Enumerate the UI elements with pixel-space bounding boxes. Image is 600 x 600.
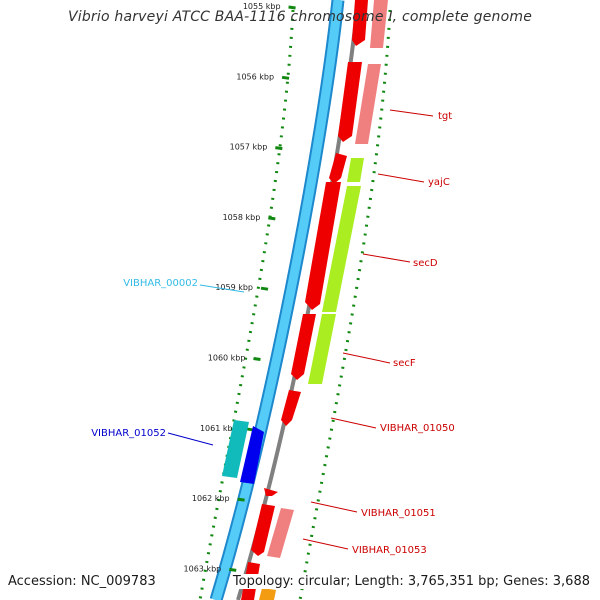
gene-block-teal[interactable] bbox=[222, 420, 249, 478]
scale-tick-mark bbox=[260, 286, 269, 291]
feature-label-vibhar-01051[interactable]: VIBHAR_01051 bbox=[361, 508, 436, 519]
cds-block-light[interactable] bbox=[267, 508, 294, 558]
inner-dotted-ring bbox=[298, 9, 392, 600]
scale-tick-mark bbox=[229, 567, 237, 572]
feature-label-secd[interactable]: secD bbox=[413, 258, 438, 269]
scale-tick-label: 1055 kbp bbox=[243, 2, 281, 11]
gene-arrow-blue[interactable] bbox=[240, 426, 264, 484]
scale-tick-label: 1063 kbp bbox=[184, 564, 222, 573]
cds-arrow[interactable] bbox=[281, 390, 301, 426]
cds-arrow[interactable] bbox=[251, 504, 275, 556]
scale-tick-label: 1060 kbp bbox=[208, 354, 246, 363]
feature-leader-lines bbox=[167, 109, 434, 550]
accession-text: Accession: NC_009783 bbox=[8, 574, 156, 589]
cds-block-light[interactable] bbox=[355, 64, 381, 144]
feature-label-yajc[interactable]: yajC bbox=[428, 177, 450, 188]
chromosome-backbone-fill bbox=[211, 0, 343, 600]
cds-arrow[interactable] bbox=[338, 62, 362, 142]
genome-summary-text: Topology: circular; Length: 3,765,351 bp… bbox=[232, 574, 590, 589]
feature-label-secf[interactable]: secF bbox=[393, 358, 416, 369]
scale-tick-mark bbox=[253, 357, 261, 361]
cds-arrow[interactable] bbox=[264, 488, 278, 496]
gene-block-green[interactable] bbox=[322, 186, 361, 312]
scale-tick-mark bbox=[281, 75, 290, 80]
scale-tick-mark bbox=[288, 5, 296, 10]
cds-arrow[interactable] bbox=[291, 314, 316, 380]
inner-track-line bbox=[236, 0, 360, 600]
feature-label-vibhar-00002[interactable]: VIBHAR_00002 bbox=[123, 278, 198, 289]
feature-label-vibhar-01052[interactable]: VIBHAR_01052 bbox=[91, 428, 166, 439]
scale-tick-label: 1058 kbp bbox=[223, 213, 261, 222]
scale-tick-label: 1056 kbp bbox=[236, 72, 274, 81]
scale-ticks: 1055 kbp 1056 kbp 1057 kbp 1058 kbp 1059 kbp… bbox=[184, 2, 296, 573]
scale-tick-mark bbox=[237, 497, 245, 502]
gene-block-orange[interactable] bbox=[259, 588, 276, 600]
outer-dotted-ring bbox=[198, 9, 295, 600]
gene-block-green[interactable] bbox=[308, 314, 336, 384]
scale-tick-mark bbox=[268, 216, 276, 221]
scale-tick-label: 1062 kbp bbox=[192, 494, 230, 503]
map-title: Vibrio harveyi ATCC BAA-1116 chromosome … bbox=[67, 9, 533, 25]
feature-track bbox=[222, 0, 388, 600]
gene-block-green[interactable] bbox=[347, 158, 364, 182]
scale-tick-label: 1057 kbp bbox=[230, 143, 268, 152]
scale-tick-label: 1059 kbp bbox=[215, 283, 253, 292]
cds-arrow[interactable] bbox=[305, 182, 341, 310]
feature-label-tgt[interactable]: tgt bbox=[438, 111, 452, 122]
cds-block-light[interactable] bbox=[370, 0, 388, 48]
scale-tick-mark bbox=[275, 146, 283, 151]
feature-label-vibhar-01050[interactable]: VIBHAR_01050 bbox=[380, 423, 455, 434]
cds-arrow[interactable] bbox=[352, 0, 368, 46]
scale-tick-label: 1061 kbp bbox=[200, 424, 238, 433]
feature-label-vibhar-01053[interactable]: VIBHAR_01053 bbox=[352, 545, 427, 556]
cds-arrow[interactable] bbox=[329, 153, 347, 184]
